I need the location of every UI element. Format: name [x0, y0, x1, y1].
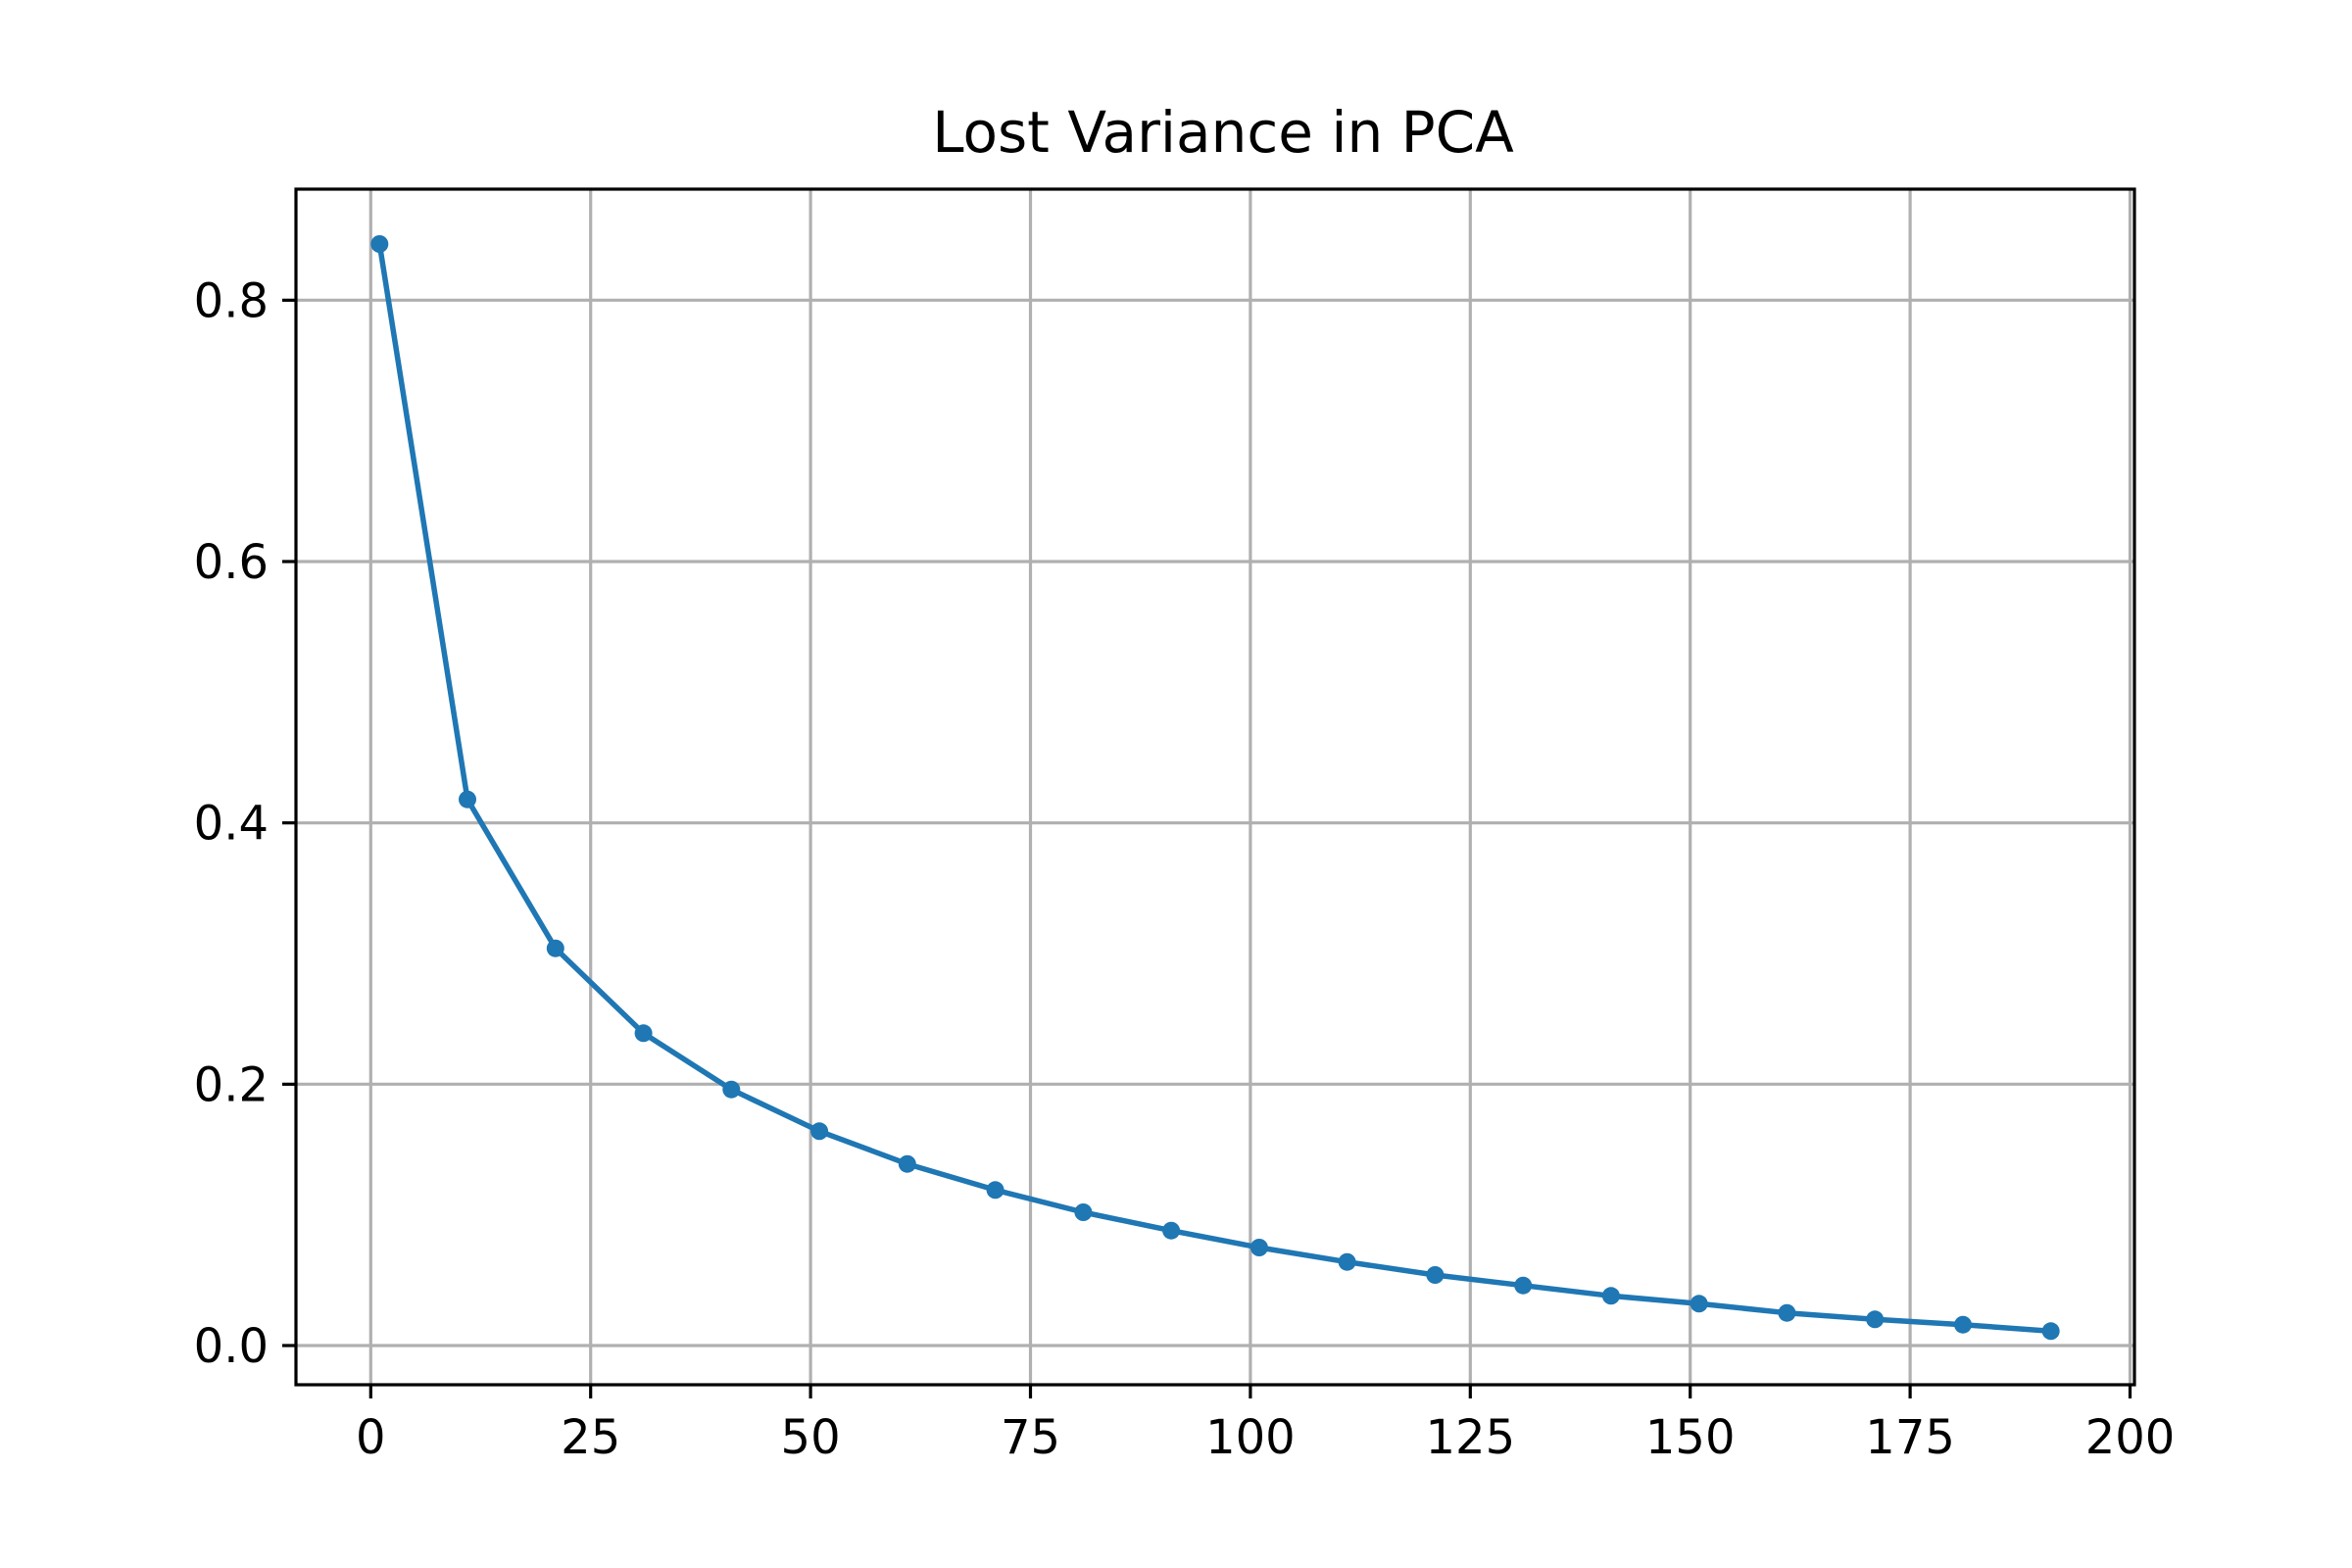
- series-line: [376, 240, 2054, 1335]
- data-point: [898, 1154, 916, 1173]
- data-point: [1074, 1203, 1093, 1221]
- y-tick-label: 0.8: [194, 273, 269, 328]
- grid-lines: [296, 189, 2134, 1385]
- data-point: [2041, 1322, 2060, 1341]
- data-point: [1514, 1276, 1533, 1295]
- chart-title: Lost Variance in PCA: [932, 99, 1514, 166]
- plot-area-frame: [294, 187, 2136, 1387]
- x-tick-label: 50: [781, 1410, 841, 1465]
- data-point: [459, 790, 476, 808]
- x-tick-label: 175: [1865, 1410, 1955, 1465]
- y-tick-label: 0.4: [194, 797, 269, 852]
- data-point: [1426, 1266, 1445, 1284]
- data-point: [1866, 1310, 1885, 1329]
- data-point: [1250, 1239, 1268, 1256]
- x-tick-label: 100: [1205, 1410, 1296, 1465]
- x-axis: 0 25 50 75 100 125 150 175 200: [356, 1385, 2175, 1465]
- x-tick-label: 200: [2085, 1410, 2176, 1465]
- data-point: [1954, 1315, 1972, 1334]
- data-point: [1338, 1252, 1356, 1271]
- data-point: [810, 1122, 829, 1141]
- series-group: [370, 235, 2060, 1341]
- data-point: [722, 1080, 741, 1099]
- x-tick-label: 0: [356, 1410, 386, 1465]
- y-tick-label: 0.6: [194, 535, 269, 590]
- data-point: [546, 939, 564, 957]
- x-tick-label: 150: [1645, 1410, 1736, 1465]
- y-tick-label: 0.2: [194, 1057, 269, 1112]
- x-tick-label: 125: [1425, 1410, 1515, 1465]
- data-point: [1690, 1295, 1708, 1313]
- data-point: [1601, 1287, 1620, 1305]
- data-point: [986, 1181, 1004, 1200]
- x-tick-label: 75: [1001, 1410, 1060, 1465]
- data-point: [1778, 1303, 1796, 1322]
- data-point: [370, 235, 389, 253]
- y-tick-label: 0.0: [194, 1319, 269, 1374]
- data-point: [1162, 1221, 1181, 1240]
- y-axis: 0.0 0.2 0.4 0.6 0.8: [194, 273, 296, 1374]
- data-point: [634, 1024, 653, 1043]
- x-tick-label: 25: [561, 1410, 620, 1465]
